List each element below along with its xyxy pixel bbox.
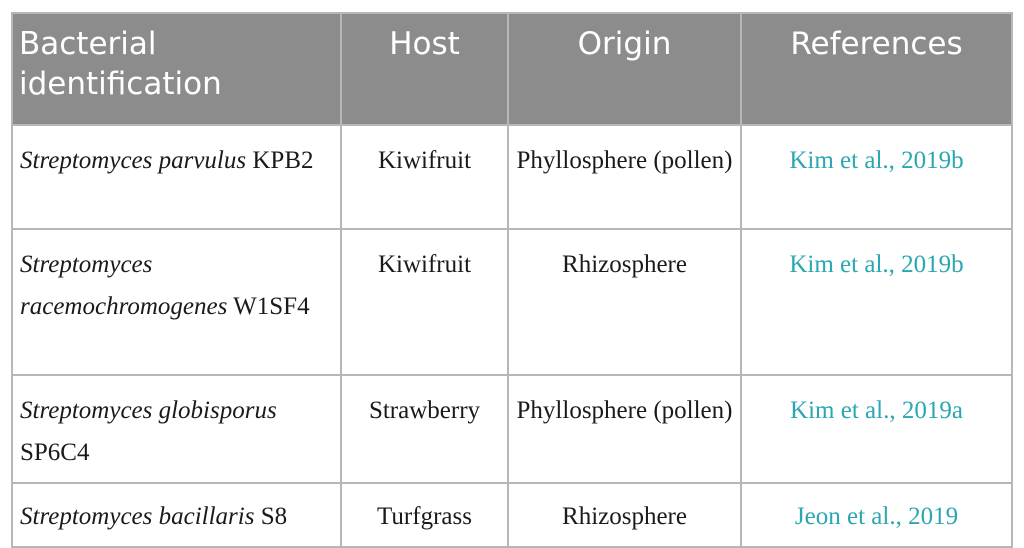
species-name: Streptomyces bacillaris xyxy=(20,503,255,530)
species-name: Streptomyces parvulus xyxy=(20,147,247,174)
strain-name: KPB2 xyxy=(252,147,314,174)
origin-cell: Phyllosphere (pollen) xyxy=(507,124,742,230)
table-row: Streptomyces bacillaris S8 Turfgrass Rhi… xyxy=(11,482,1013,548)
header-references: References xyxy=(740,12,1013,126)
table-row: Streptomyces globisporus SP6C4 Strawberr… xyxy=(11,374,1013,484)
species-name: Streptomyces racemochromogenes xyxy=(20,251,228,320)
strain-name: W1SF4 xyxy=(233,293,310,320)
species-name: Streptomyces globisporus xyxy=(20,397,277,424)
reference-link[interactable]: Jeon et al., 2019 xyxy=(740,482,1013,548)
origin-cell: Phyllosphere (pollen) xyxy=(507,374,742,484)
strain-name: S8 xyxy=(260,503,288,530)
bacterial-identification-cell: Streptomyces bacillaris S8 xyxy=(11,482,342,548)
table-header-row: Bacterial identification Host Origin Ref… xyxy=(11,12,1013,126)
origin-cell: Rhizosphere xyxy=(507,482,742,548)
table-row: Streptomyces parvulus KPB2 Kiwifruit Phy… xyxy=(11,124,1013,230)
bacterial-identification-cell: Streptomyces parvulus KPB2 xyxy=(11,124,342,230)
bacterial-identification-cell: Streptomyces racemochromogenes W1SF4 xyxy=(11,228,342,376)
header-origin: Origin xyxy=(507,12,742,126)
origin-cell: Rhizosphere xyxy=(507,228,742,376)
bacterial-identification-cell: Streptomyces globisporus SP6C4 xyxy=(11,374,342,484)
header-bacterial-identification: Bacterial identification xyxy=(11,12,342,126)
host-cell: Kiwifruit xyxy=(340,124,509,230)
reference-link[interactable]: Kim et al., 2019a xyxy=(740,374,1013,484)
host-cell: Strawberry xyxy=(340,374,509,484)
strain-name: SP6C4 xyxy=(20,439,90,466)
host-cell: Turfgrass xyxy=(340,482,509,548)
bacteria-table-container: Bacterial identification Host Origin Ref… xyxy=(11,12,1013,548)
bacteria-table: Bacterial identification Host Origin Ref… xyxy=(11,12,1013,548)
host-cell: Kiwifruit xyxy=(340,228,509,376)
reference-link[interactable]: Kim et al., 2019b xyxy=(740,124,1013,230)
header-host: Host xyxy=(340,12,509,126)
reference-link[interactable]: Kim et al., 2019b xyxy=(740,228,1013,376)
table-row: Streptomyces racemochromogenes W1SF4 Kiw… xyxy=(11,228,1013,376)
